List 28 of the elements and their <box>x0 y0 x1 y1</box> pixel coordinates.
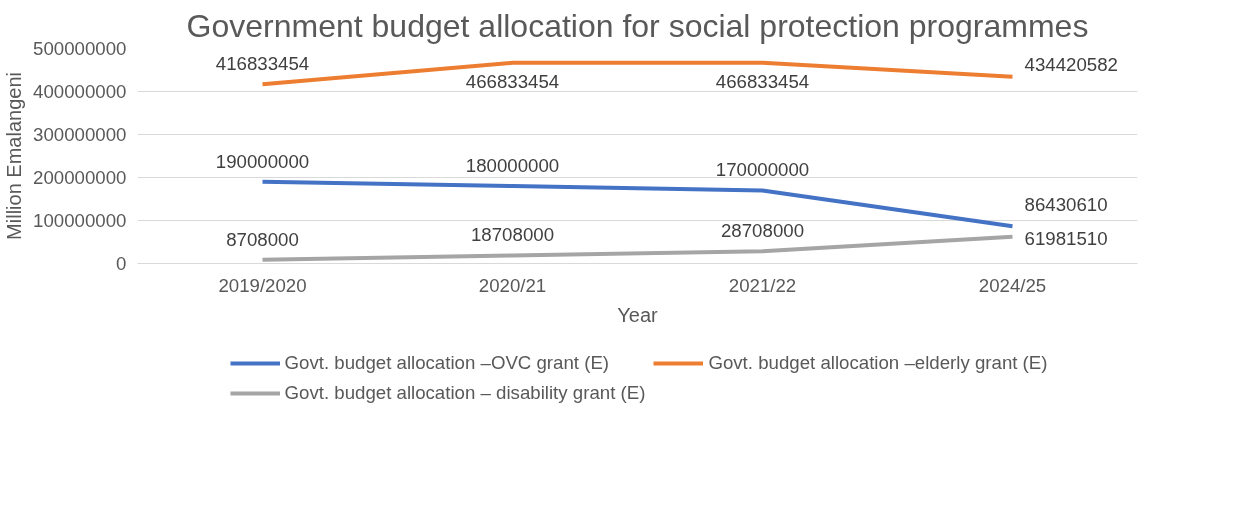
x-tick-label: 2024/25 <box>978 274 1047 296</box>
y-tick-label: 100000000 <box>33 210 127 231</box>
x-axis-title: Year <box>617 303 659 326</box>
data-label: 466833454 <box>465 70 560 92</box>
data-label: 28708000 <box>721 220 805 242</box>
data-label: 170000000 <box>715 159 810 181</box>
chart-title: Government budget allocation for social protection programmes <box>186 7 1089 44</box>
data-label: 61981510 <box>1024 228 1108 250</box>
data-label: 18708000 <box>471 224 555 246</box>
data-label: 434420582 <box>1024 54 1118 76</box>
data-label: 180000000 <box>465 155 560 177</box>
legend-label: Govt. budget allocation –OVC grant (E) <box>284 352 610 374</box>
y-tick-label: 0 <box>116 253 127 274</box>
data-label: 416833454 <box>215 53 310 75</box>
y-tick-label: 500000000 <box>33 38 127 59</box>
data-label: 8708000 <box>226 228 299 250</box>
y-axis-title: Million Emalangeni <box>3 72 26 240</box>
legend-label: Govt. budget allocation –elderly grant (E) <box>708 352 1048 374</box>
y-tick-label: 400000000 <box>33 81 127 102</box>
x-tick-label: 2021/22 <box>728 274 797 296</box>
x-tick-label: 2020/21 <box>478 274 547 296</box>
legend-label: Govt. budget allocation – disability grant (E) <box>284 382 646 404</box>
data-label: 190000000 <box>215 150 310 172</box>
y-tick-label: 300000000 <box>33 124 127 145</box>
data-label: 466833454 <box>715 70 810 92</box>
x-tick-label: 2019/2020 <box>218 274 307 296</box>
y-tick-label: 200000000 <box>33 167 127 188</box>
data-label: 86430610 <box>1024 193 1108 215</box>
